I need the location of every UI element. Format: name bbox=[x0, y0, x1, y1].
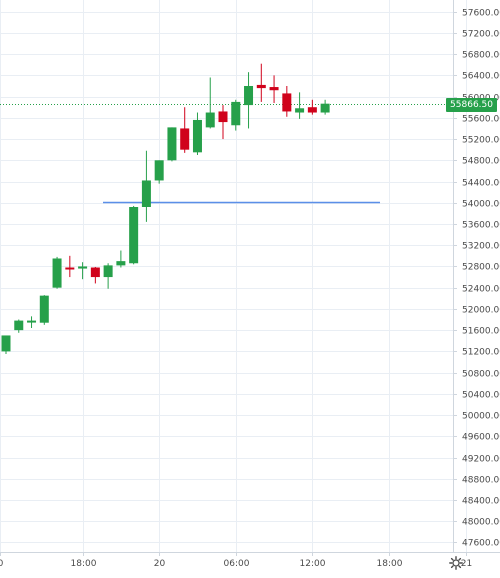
candle bbox=[192, 112, 202, 155]
candle-body bbox=[269, 87, 279, 91]
candle bbox=[27, 316, 37, 329]
candle bbox=[244, 72, 254, 129]
x-tick-label: 18:00 bbox=[71, 559, 97, 569]
candles bbox=[1, 63, 330, 355]
candle-body bbox=[154, 160, 164, 181]
candle bbox=[205, 77, 215, 129]
candle bbox=[52, 256, 62, 289]
x-tick-label: 06:00 bbox=[224, 559, 250, 569]
y-tick-label: 51200.00 bbox=[462, 348, 500, 358]
x-tick-label: 21 bbox=[461, 559, 472, 569]
x-tick-label: 0 bbox=[0, 559, 4, 569]
candle bbox=[90, 266, 100, 284]
candle bbox=[282, 85, 292, 117]
candle-body bbox=[14, 320, 24, 331]
y-tick-label: 50400.00 bbox=[462, 391, 500, 401]
x-tick-label: 20 bbox=[154, 559, 166, 569]
candle-body bbox=[320, 103, 330, 113]
candle-body bbox=[129, 207, 139, 264]
y-tick-label: 49200.00 bbox=[462, 455, 500, 465]
candle-body bbox=[244, 85, 254, 106]
candle bbox=[39, 295, 49, 325]
y-tick-label: 52800.00 bbox=[462, 263, 500, 273]
y-tick-label: 57600.00 bbox=[462, 9, 500, 19]
y-tick-label: 55200.00 bbox=[462, 136, 500, 146]
y-tick-label: 52000.00 bbox=[462, 306, 500, 316]
y-tick-label: 53600.00 bbox=[462, 221, 500, 231]
y-tick-label: 56400.00 bbox=[462, 72, 500, 82]
candle bbox=[180, 107, 190, 153]
x-tick-label: 12:00 bbox=[300, 559, 326, 569]
candle-body bbox=[192, 119, 202, 153]
candle bbox=[103, 263, 113, 289]
candle bbox=[78, 262, 88, 280]
candle-body bbox=[295, 108, 305, 113]
y-tick-label: 50000.00 bbox=[462, 412, 500, 422]
candle-body bbox=[218, 111, 228, 123]
candle-body bbox=[307, 107, 317, 113]
y-tick-label: 48800.00 bbox=[462, 476, 500, 486]
candle bbox=[167, 127, 177, 162]
y-tick-label: 56800.00 bbox=[462, 51, 500, 61]
candle bbox=[116, 250, 126, 268]
candle-body bbox=[167, 127, 177, 161]
candle bbox=[320, 99, 330, 115]
candle-body bbox=[78, 266, 88, 269]
candle-body bbox=[231, 101, 241, 126]
candle bbox=[154, 160, 164, 184]
y-tick-label: 47600.00 bbox=[462, 539, 500, 549]
candle bbox=[295, 92, 305, 119]
candle-body bbox=[116, 261, 126, 266]
candle bbox=[1, 335, 11, 355]
y-tick-label: 49600.00 bbox=[462, 433, 500, 443]
candle-body bbox=[27, 320, 37, 323]
candle bbox=[269, 75, 279, 103]
y-tick-label: 52400.00 bbox=[462, 285, 500, 295]
y-tick-label: 57200.00 bbox=[462, 30, 500, 40]
candle-body bbox=[256, 84, 266, 89]
y-tick-label: 51600.00 bbox=[462, 327, 500, 337]
y-tick-label: 54400.00 bbox=[462, 179, 500, 189]
candle bbox=[256, 63, 266, 102]
y-tick-label: 53200.00 bbox=[462, 242, 500, 252]
candle bbox=[307, 99, 317, 115]
candle bbox=[141, 150, 151, 222]
candle bbox=[65, 255, 75, 278]
candle-body bbox=[205, 112, 215, 128]
candle bbox=[218, 105, 228, 140]
candle-body bbox=[282, 93, 292, 112]
candle-body bbox=[1, 335, 11, 352]
x-tick-label: 18:00 bbox=[377, 559, 403, 569]
y-tick-label: 50800.00 bbox=[462, 370, 500, 380]
candle-body bbox=[52, 258, 62, 288]
settings-gear-icon[interactable] bbox=[448, 555, 464, 571]
candle bbox=[129, 205, 139, 265]
y-tick-label: 48400.00 bbox=[462, 497, 500, 507]
candle-body bbox=[65, 267, 75, 270]
y-tick-label: 54800.00 bbox=[462, 157, 500, 167]
y-tick-label: 54000.00 bbox=[462, 200, 500, 210]
candle bbox=[231, 99, 241, 131]
grid-lines bbox=[0, 0, 467, 552]
candle-body bbox=[141, 180, 151, 207]
candle-body bbox=[39, 295, 49, 323]
y-tick-label: 55600.00 bbox=[462, 115, 500, 125]
candle bbox=[14, 319, 24, 333]
y-tick-label: 48000.00 bbox=[462, 518, 500, 528]
last-price-label: 55866.50 bbox=[446, 97, 497, 112]
candle-body bbox=[103, 265, 113, 278]
candle-body bbox=[180, 128, 190, 150]
candle-body bbox=[90, 267, 100, 278]
